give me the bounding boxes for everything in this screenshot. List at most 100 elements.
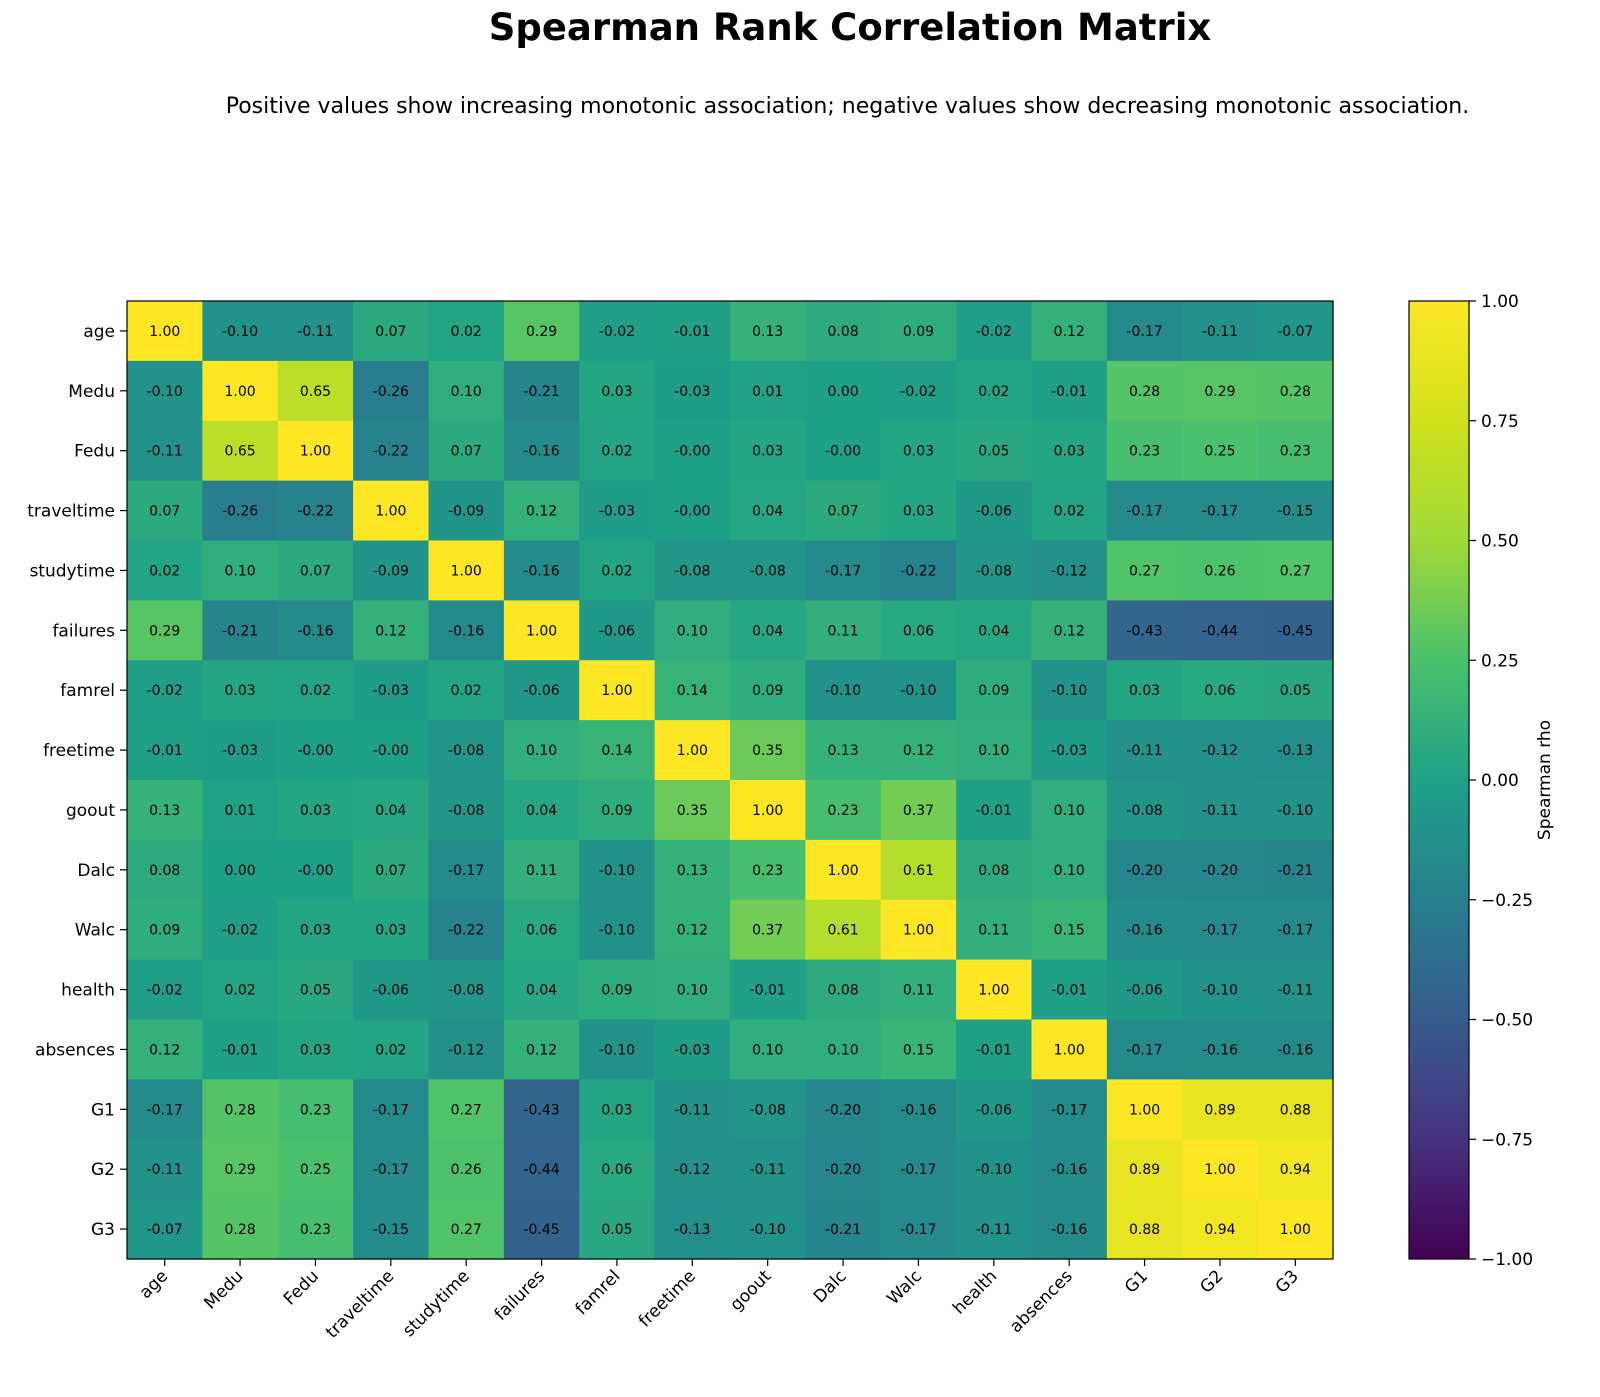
cell-value-label: 0.29 xyxy=(224,1162,255,1178)
heatmap-cell xyxy=(579,1019,656,1080)
cell-value-label: -0.15 xyxy=(373,1222,409,1238)
cell-value-label: 1.00 xyxy=(451,563,482,579)
cell-value-label: -0.10 xyxy=(976,1162,1012,1178)
x-tick-label: G2 xyxy=(1196,1266,1227,1297)
cell-value-label: 0.07 xyxy=(375,324,406,340)
cell-value-label: -0.21 xyxy=(222,623,258,639)
cell-value-label: 1.00 xyxy=(677,743,708,759)
heatmap-cell xyxy=(654,660,731,721)
cell-value-label: 1.00 xyxy=(149,324,180,340)
heatmap-cell xyxy=(805,1019,882,1080)
x-tick-label: absences xyxy=(1006,1266,1077,1337)
heatmap-cell xyxy=(1106,1139,1183,1200)
heatmap-cell xyxy=(1257,480,1334,542)
colorbar-tick-label: −1.00 xyxy=(1481,1250,1533,1270)
heatmap-cell xyxy=(654,959,731,1021)
heatmap-cell xyxy=(1031,720,1108,781)
cell-value-label: -0.06 xyxy=(599,623,635,639)
cell-value-label: -0.12 xyxy=(448,1042,484,1058)
x-tick-label: Medu xyxy=(200,1266,247,1313)
cell-value-label: 0.65 xyxy=(224,444,255,460)
cell-value-label: 0.02 xyxy=(601,444,632,460)
heatmap-cell xyxy=(1257,1199,1334,1260)
heatmap-cell xyxy=(428,600,505,661)
cell-value-label: 0.12 xyxy=(903,743,934,759)
heatmap-cell xyxy=(805,360,882,422)
y-tick-label: studytime xyxy=(29,561,115,581)
heatmap-cell xyxy=(277,720,354,781)
colorbar-tick-label: −0.50 xyxy=(1481,1011,1533,1031)
heatmap-cell xyxy=(428,301,505,362)
y-tick-label: G3 xyxy=(91,1220,115,1240)
heatmap-cell xyxy=(127,360,203,422)
heatmap-cell xyxy=(1257,959,1334,1021)
heatmap-cell xyxy=(579,480,656,542)
cell-value-label: -0.16 xyxy=(1277,1042,1313,1058)
cell-value-label: -0.16 xyxy=(900,1102,936,1118)
cell-value-label: 0.35 xyxy=(752,743,783,759)
heatmap-cell xyxy=(805,1079,882,1140)
cell-value-label: -0.10 xyxy=(599,1042,635,1058)
heatmap-cell xyxy=(1182,839,1259,901)
x-tick-label: traveltime xyxy=(322,1266,398,1342)
cell-value-label: 0.02 xyxy=(978,384,1009,400)
cell-value-label: -0.17 xyxy=(448,863,484,879)
heatmap-cell xyxy=(1182,420,1259,482)
cell-value-label: 0.02 xyxy=(375,1042,406,1058)
cell-value-label: 0.03 xyxy=(1054,444,1085,460)
colorbar-tick-label: 0.75 xyxy=(1481,412,1519,432)
heatmap-cell xyxy=(1182,1019,1259,1080)
heatmap-cell xyxy=(579,1139,656,1200)
cell-value-label: 0.00 xyxy=(224,863,255,879)
chart-subtitle: Positive values show increasing monotoni… xyxy=(225,94,1470,119)
heatmap-cell xyxy=(503,480,580,542)
cell-value-label: 0.10 xyxy=(752,1042,783,1058)
cell-value-label: -0.16 xyxy=(523,563,559,579)
cell-value-label: 0.07 xyxy=(375,863,406,879)
heatmap-cell xyxy=(277,1019,354,1080)
heatmap-cell xyxy=(277,540,354,601)
heatmap-cell xyxy=(503,301,580,362)
cell-value-label: 0.03 xyxy=(1129,683,1160,699)
cell-value-label: -0.07 xyxy=(147,1222,183,1238)
cell-value-label: -0.10 xyxy=(750,1222,786,1238)
heatmap-cell-labels: 1.00 -0.10 -0.11 0.07 0.02 0.29 -0.02 -0.01 0.13… xyxy=(147,324,1314,1238)
colorbar-tick-label: 0.00 xyxy=(1481,771,1519,791)
cell-value-label: 0.10 xyxy=(978,743,1009,759)
heatmap-cell xyxy=(202,1199,279,1260)
heatmap-cell xyxy=(654,780,731,841)
cell-value-label: -0.01 xyxy=(750,983,786,999)
heatmap-cell xyxy=(956,301,1033,362)
heatmap-cell xyxy=(880,540,957,601)
cell-value-label: 0.03 xyxy=(601,384,632,400)
cell-value-label: -0.26 xyxy=(222,504,258,520)
cell-value-label: 0.27 xyxy=(1129,563,1160,579)
cell-value-label: 0.02 xyxy=(224,983,255,999)
heatmap-cell xyxy=(730,959,806,1021)
heatmap-cell xyxy=(730,839,806,901)
cell-value-label: -0.17 xyxy=(1277,923,1313,939)
x-tick-label: Fedu xyxy=(280,1266,323,1309)
cell-value-label: -0.06 xyxy=(373,983,409,999)
heatmap-cell xyxy=(1031,1079,1108,1140)
cell-value-label: 0.10 xyxy=(677,623,708,639)
cell-value-label: -0.44 xyxy=(1202,623,1238,639)
heatmap-cell xyxy=(202,420,279,482)
cell-value-label: 0.94 xyxy=(1280,1162,1311,1178)
heatmap-cell xyxy=(956,1199,1033,1260)
heatmap-cell xyxy=(127,480,203,542)
cell-value-label: -0.12 xyxy=(1051,563,1087,579)
heatmap-cell xyxy=(654,360,731,422)
cell-value-label: -0.20 xyxy=(1202,863,1238,879)
y-tick-label: failures xyxy=(52,621,115,641)
cell-value-label: -0.10 xyxy=(825,683,861,699)
heatmap-cell xyxy=(1106,899,1183,961)
cell-value-label: -0.06 xyxy=(523,683,559,699)
cell-value-label: 1.00 xyxy=(300,444,331,460)
heatmap-cell xyxy=(654,1139,731,1200)
heatmap-cell xyxy=(1257,1079,1334,1140)
cell-value-label: 0.12 xyxy=(149,1042,180,1058)
heatmap-cell xyxy=(1182,360,1259,422)
heatmap-cell xyxy=(579,540,656,601)
heatmap-cell xyxy=(579,420,656,482)
